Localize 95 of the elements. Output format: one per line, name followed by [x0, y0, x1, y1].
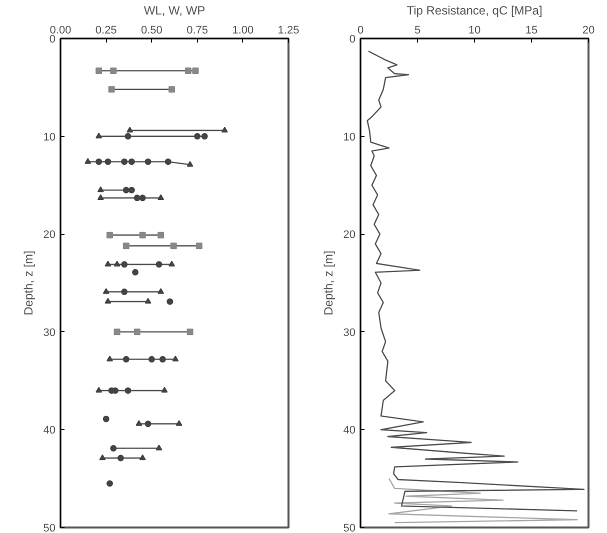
point: [99, 454, 106, 460]
point: [221, 126, 228, 133]
x-tick-label: 0: [357, 24, 364, 36]
point: [134, 194, 140, 202]
point: [96, 158, 102, 165]
y-tick-label: 20: [43, 229, 56, 242]
point: [96, 386, 102, 393]
point: [158, 232, 164, 238]
point: [186, 160, 194, 167]
y-tick-label: 20: [343, 229, 356, 242]
x-tick-label: 20: [582, 24, 595, 36]
point: [108, 86, 115, 93]
point: [114, 328, 120, 336]
x-tick-label: 0.00: [50, 24, 72, 36]
x-tick-label: 5: [414, 24, 421, 36]
point: [114, 260, 120, 267]
y-tick-label: 40: [43, 424, 56, 437]
point: [124, 387, 132, 394]
point: [84, 158, 92, 164]
y-tick-label: 30: [343, 326, 356, 339]
point: [170, 242, 177, 250]
y-axis-title: Depth, z [m]: [21, 250, 36, 316]
point: [148, 356, 155, 363]
point: [134, 328, 140, 336]
point: [128, 186, 135, 194]
x-tick-label: 15: [525, 24, 538, 36]
point: [139, 232, 146, 238]
point: [158, 194, 164, 200]
x-axis-title: Tip Resistance, qC [MPa]: [406, 4, 542, 18]
point: [106, 480, 113, 487]
point: [117, 454, 124, 462]
line-series: [388, 478, 578, 524]
point: [122, 242, 130, 250]
y-tick-label: 50: [43, 522, 56, 533]
point: [110, 68, 117, 74]
point: [122, 356, 130, 363]
point: [96, 132, 102, 138]
point: [96, 68, 102, 74]
point: [122, 186, 130, 194]
y-tick-label: 40: [343, 424, 356, 437]
point: [104, 298, 112, 304]
point: [156, 261, 162, 268]
point: [121, 261, 128, 268]
x-tick-label: 0.50: [140, 24, 162, 36]
point: [144, 420, 152, 428]
point: [164, 158, 172, 165]
point: [104, 158, 112, 165]
x-tick-label: 0.75: [186, 24, 208, 36]
point: [144, 158, 152, 165]
x-tick-label: 0.25: [95, 24, 117, 36]
y-axis-title: Depth, z [m]: [321, 250, 336, 316]
point: [139, 194, 146, 202]
point: [126, 126, 134, 133]
point: [194, 133, 201, 140]
point: [184, 68, 192, 74]
point: [132, 268, 139, 276]
point: [196, 242, 202, 250]
point: [121, 158, 128, 165]
y-tick-label: 0: [349, 34, 356, 46]
point: [176, 420, 182, 426]
point: [201, 133, 208, 140]
x-axis-title: WL, W, WP: [144, 4, 206, 18]
point: [128, 158, 135, 165]
point: [136, 420, 142, 426]
point: [104, 260, 112, 267]
x-tick-label: 1.25: [278, 24, 300, 36]
y-tick-label: 0: [49, 34, 56, 46]
y-tick-label: 10: [343, 131, 356, 144]
point: [192, 68, 199, 74]
point: [168, 260, 176, 267]
y-tick-label: 10: [43, 131, 56, 144]
x-tick-label: 1.00: [232, 24, 254, 36]
line-series: [366, 50, 585, 512]
point: [106, 356, 113, 362]
point: [102, 288, 110, 294]
point: [124, 133, 132, 140]
point: [156, 444, 162, 450]
point: [106, 232, 113, 238]
point: [159, 356, 166, 363]
y-tick-label: 50: [343, 522, 356, 533]
point: [144, 298, 152, 304]
point: [166, 298, 174, 305]
point: [102, 416, 110, 422]
y-tick-label: 30: [43, 326, 56, 339]
point: [158, 288, 164, 294]
point: [172, 356, 179, 362]
point: [110, 445, 117, 452]
point: [139, 454, 146, 460]
point: [97, 194, 104, 200]
point: [186, 328, 194, 336]
point: [97, 186, 104, 192]
x-tick-label: 10: [468, 24, 481, 36]
point: [168, 86, 176, 93]
point: [121, 288, 128, 296]
point: [161, 386, 168, 393]
